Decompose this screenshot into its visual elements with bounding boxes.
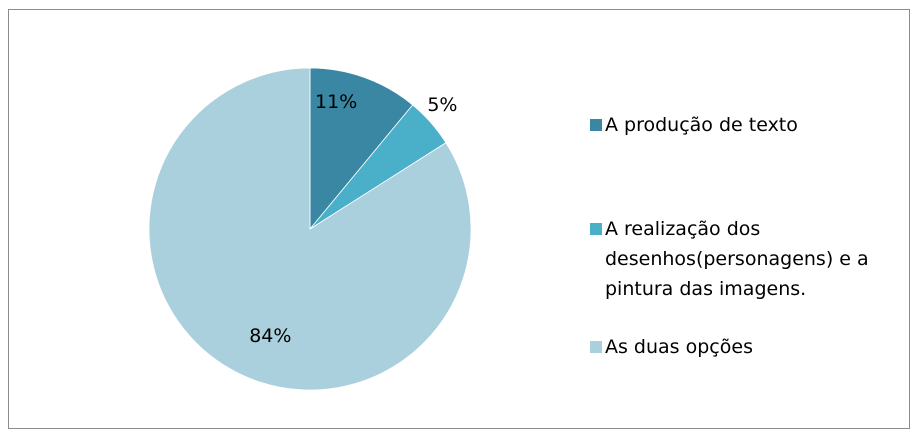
legend-item-producao-texto: A produção de texto: [590, 110, 890, 140]
pie-slices: [148, 67, 472, 391]
legend-swatch-producao-texto: [590, 119, 602, 131]
legend-swatch-duas-opcoes: [590, 341, 602, 353]
legend-item-realizacao-desenhos: A realização dos desenhos(personagens) e…: [590, 214, 890, 304]
pie-slice-duas-opcoes: [148, 67, 472, 391]
data-label-producao-texto: 11%: [315, 91, 357, 113]
pie-slice-producao-texto: [309, 67, 414, 231]
legend-label-duas-opcoes: As duas opções: [605, 336, 753, 358]
pie-data-labels: 11% 5% 84%: [249, 91, 457, 347]
chart-area: 11% 5% 84% A produção de texto A realizaçã…: [8, 9, 910, 429]
data-label-realizacao-desenhos: 5%: [427, 94, 457, 116]
legend-swatch-realizacao-desenhos: [590, 223, 602, 235]
legend-item-duas-opcoes: As duas opções: [590, 332, 890, 362]
legend-label-producao-texto: A produção de texto: [605, 114, 798, 136]
legend-label-realizacao-desenhos: A realização dos desenhos(personagens) e…: [605, 218, 869, 300]
pie-chart: 11% 5% 84%: [148, 67, 472, 391]
data-label-duas-opcoes: 84%: [249, 325, 291, 347]
